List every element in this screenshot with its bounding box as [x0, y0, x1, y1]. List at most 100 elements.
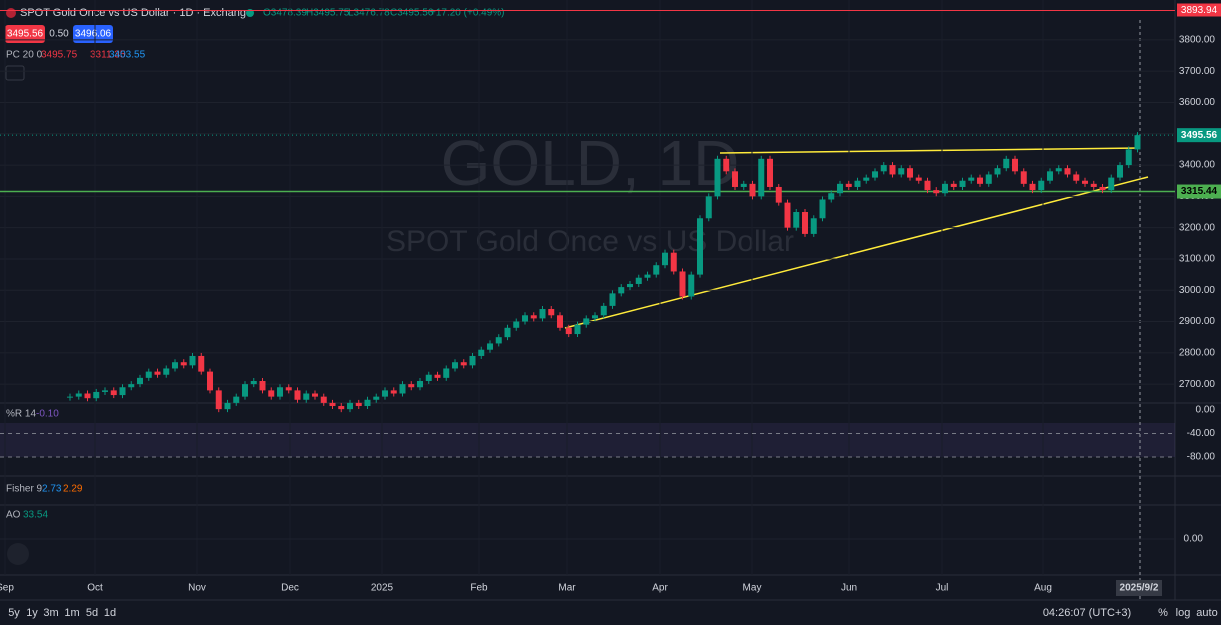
candle [994, 168, 1001, 175]
candle [627, 283, 633, 288]
candle [93, 391, 100, 399]
range-button[interactable]: 5y [8, 607, 20, 619]
candle [364, 399, 371, 407]
candle [154, 371, 161, 375]
candle [1125, 149, 1132, 166]
candle [574, 324, 581, 335]
candle [635, 277, 642, 284]
candle [609, 293, 616, 306]
candle [933, 190, 940, 194]
range-button[interactable]: 1m [64, 607, 79, 619]
candle [303, 393, 310, 400]
candle [478, 349, 485, 356]
candle [285, 387, 292, 391]
range-button[interactable]: 5d [86, 607, 98, 619]
ohlc-close: C3495.56 [390, 8, 434, 19]
symbol: SPOT Gold Once vs US Dollar · 1D · Excha… [20, 7, 252, 19]
candle [180, 362, 187, 366]
ohlc-open: O3478.39 [263, 8, 307, 19]
watermark-name: SPOT Gold Once vs US Dollar [386, 225, 794, 258]
candle [530, 315, 537, 319]
candle [425, 374, 432, 381]
scale-option[interactable]: log [1176, 607, 1191, 619]
candle [907, 168, 913, 178]
fisher-value: 2.73 [42, 484, 62, 495]
candle [443, 368, 450, 378]
candle [732, 171, 738, 187]
candle [775, 186, 782, 203]
candle [1090, 183, 1097, 187]
candle [277, 387, 283, 397]
candle [1020, 171, 1027, 184]
candle [924, 180, 931, 191]
candle [110, 390, 117, 396]
candle [802, 212, 808, 234]
collapse-button[interactable] [5, 65, 25, 81]
candle [390, 390, 397, 394]
candle [740, 183, 747, 187]
x-tick-label: Oct [87, 583, 103, 594]
scale-option[interactable]: % [1158, 607, 1168, 619]
candle [977, 177, 983, 184]
last-price: 3495.56 [1181, 130, 1218, 141]
candle [758, 158, 765, 197]
level-label: 3893.94 [1181, 5, 1218, 16]
y-tick-label: 3200.00 [1179, 222, 1216, 233]
candle [145, 371, 152, 378]
candle [355, 402, 362, 407]
trendline-lower [564, 176, 1149, 329]
candle [373, 396, 380, 400]
wr-tick-label: 0.00 [1196, 405, 1216, 416]
candle [915, 177, 922, 181]
logo[interactable] [7, 543, 29, 565]
candle [618, 287, 625, 294]
candle [294, 390, 301, 400]
candle [600, 305, 607, 316]
candle [250, 380, 257, 385]
range-button[interactable]: 3m [43, 607, 58, 619]
ohlc-low: L3476.78 [348, 8, 390, 19]
candle [1047, 171, 1053, 181]
fisher-trigger: 2.29 [63, 484, 83, 495]
candle [207, 371, 213, 391]
y-tick-label: 2800.00 [1179, 347, 1216, 358]
x-tick-label: Jul [936, 583, 949, 594]
range-button[interactable]: 1y [26, 607, 38, 619]
x-tick-label: Nov [188, 583, 206, 594]
range-button[interactable]: 1d [104, 607, 116, 619]
candle [697, 218, 703, 275]
flag-icon [6, 8, 16, 18]
candle [495, 337, 502, 344]
candle [382, 390, 388, 397]
x-tick-label: Aug [1034, 583, 1052, 594]
candle [347, 402, 353, 410]
candle [1099, 186, 1106, 191]
candle [1134, 135, 1141, 150]
status-dot [246, 9, 254, 17]
y-tick-label: 2900.00 [1179, 316, 1216, 327]
candle [819, 199, 826, 219]
candle [1012, 158, 1018, 172]
date-badge [1116, 580, 1162, 596]
candle [128, 384, 135, 388]
candle [592, 315, 598, 319]
candle [522, 315, 528, 322]
candle [767, 158, 773, 187]
ao-value: 33.54 [23, 510, 48, 521]
candle [1064, 168, 1071, 175]
scale-option[interactable]: auto [1196, 607, 1217, 619]
buy-button[interactable] [73, 25, 113, 43]
level-label: 3315.44 [1181, 186, 1218, 197]
candle [714, 158, 721, 197]
spread: 0.50 [49, 29, 69, 40]
candle [417, 380, 423, 388]
candle [784, 202, 791, 228]
trendline-upper [719, 147, 1141, 154]
indicator-mid: 3403.55 [109, 50, 146, 61]
y-tick-label: 2700.00 [1179, 379, 1216, 390]
sell-button[interactable] [5, 25, 45, 43]
y-tick-label: 3800.00 [1179, 35, 1216, 46]
indicator-name: PC 20 0 [6, 50, 43, 61]
y-tick-label: 3400.00 [1179, 160, 1216, 171]
